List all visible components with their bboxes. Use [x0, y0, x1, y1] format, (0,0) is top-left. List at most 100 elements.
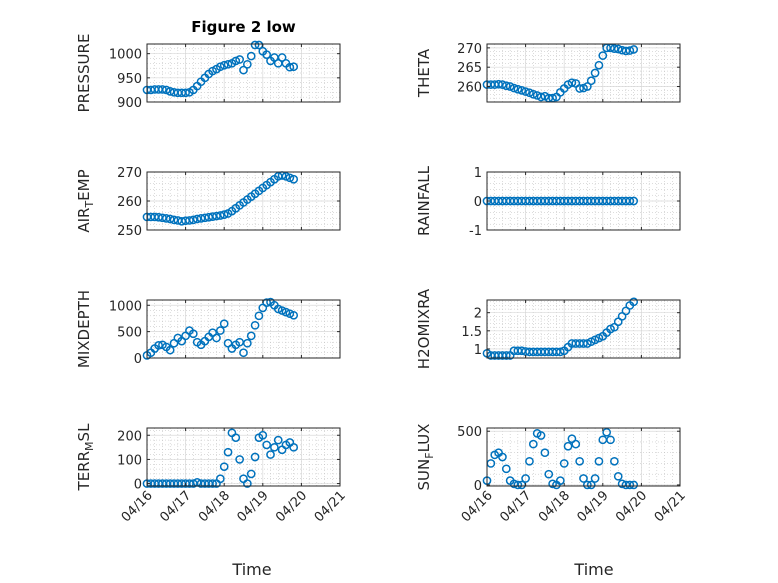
y-tick-label: 950	[117, 72, 142, 87]
y-tick-label: 250	[117, 224, 142, 239]
data-point	[583, 480, 592, 490]
data-point	[501, 81, 511, 91]
data-point	[579, 339, 588, 348]
y-tick-label: 270	[117, 166, 142, 181]
data-point	[586, 480, 596, 490]
data-point	[165, 87, 175, 96]
y-tick-label: 1.5	[461, 325, 482, 340]
data-point	[231, 56, 241, 66]
data-point	[625, 480, 635, 490]
data-point	[567, 78, 577, 88]
data-point	[273, 304, 283, 314]
data-point	[212, 333, 221, 343]
data-point	[285, 62, 295, 72]
y-axis-label: RAINFALL	[415, 165, 433, 236]
data-point	[559, 459, 569, 468]
data-point	[571, 439, 581, 449]
y-axis-label: H2OMIXRA	[415, 288, 433, 369]
y-tick-label: 2	[474, 307, 482, 322]
data-point	[625, 196, 635, 206]
data-point	[590, 68, 600, 78]
data-point	[219, 210, 229, 219]
x-tick-label: 04/18	[536, 488, 573, 525]
data-point	[258, 430, 268, 440]
x-tick-label: 04/18	[196, 488, 233, 525]
data-point	[169, 215, 179, 225]
data-point	[498, 452, 507, 462]
data-point	[185, 216, 194, 225]
data-point	[254, 311, 264, 321]
data-point	[262, 440, 272, 450]
plot-background	[147, 300, 340, 358]
axes-box	[486, 299, 681, 359]
y-tick-label: 270	[457, 42, 482, 57]
x-tick-label: 04/20	[613, 488, 650, 525]
data-point	[598, 51, 608, 60]
data-point	[501, 351, 511, 360]
data-point	[281, 307, 291, 317]
data-point	[285, 309, 295, 319]
y-tick-label: 0	[474, 479, 482, 494]
data-point	[231, 433, 241, 443]
series-markers	[142, 428, 299, 488]
data-point	[262, 50, 272, 59]
axes-box	[486, 43, 681, 103]
y-tick-label: 0	[474, 195, 482, 210]
data-point	[273, 435, 283, 445]
plot-background	[147, 428, 340, 486]
data-point	[285, 173, 295, 183]
x-tick-label: 04/17	[497, 488, 534, 525]
data-point	[575, 84, 584, 93]
x-tick-label: 04/20	[273, 488, 310, 525]
data-point	[235, 455, 244, 464]
y-tick-label: -1	[469, 224, 482, 239]
data-point	[289, 310, 299, 320]
subplot-terr-msl: 0 100 200 04/16 04/17 04/18 04/19 04/20 04/21 TER…	[75, 423, 349, 525]
plot-background	[487, 300, 680, 358]
data-point	[223, 447, 233, 457]
y-tick-label: 1000	[109, 299, 142, 314]
data-point	[494, 79, 503, 89]
data-point	[235, 55, 244, 64]
data-point	[602, 427, 612, 437]
data-point	[629, 45, 639, 54]
series-markers	[482, 427, 639, 490]
data-point	[613, 44, 623, 54]
data-point	[165, 214, 175, 224]
y-tick-label: 265	[457, 61, 482, 76]
data-point	[575, 456, 584, 466]
data-point	[289, 62, 299, 72]
data-point	[181, 88, 190, 98]
y-tick-label: 0	[134, 478, 142, 493]
axes-box	[146, 43, 341, 103]
data-point	[212, 211, 221, 221]
data-point	[161, 85, 171, 95]
data-point	[246, 331, 256, 341]
y-axis-label: AIRTEMP	[75, 169, 96, 232]
y-tick-label: 1	[474, 166, 482, 181]
data-point	[536, 431, 546, 440]
y-tick-label: 900	[117, 96, 142, 111]
data-point	[579, 83, 588, 93]
chart-title: Figure 2 low	[191, 18, 296, 36]
x-axis-label-right: Time	[573, 560, 613, 579]
y-axis-label: TERRMSL	[75, 423, 96, 492]
x-axis-label-left: Time	[231, 560, 271, 579]
data-point	[610, 456, 619, 466]
data-point	[513, 480, 523, 490]
data-point	[215, 62, 225, 72]
data-point	[613, 471, 623, 481]
data-point	[528, 439, 538, 449]
x-tick-label: 04/21	[312, 488, 349, 525]
y-tick-label: 500	[457, 425, 482, 440]
y-tick-label: 1000	[109, 48, 142, 63]
data-point	[215, 211, 225, 220]
data-point	[250, 452, 260, 462]
data-point	[625, 46, 635, 55]
data-point	[158, 85, 167, 94]
data-point	[243, 59, 252, 69]
y-tick-label: 0	[134, 352, 142, 367]
